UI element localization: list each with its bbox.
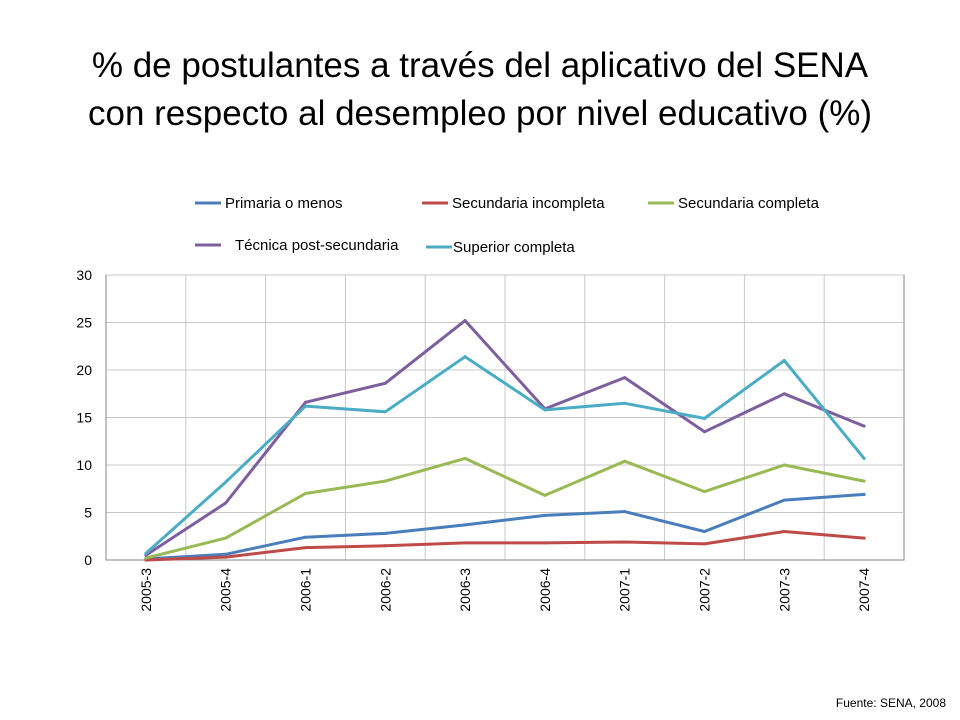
x-tick-label: 2007-3 — [776, 568, 792, 612]
data-point — [862, 424, 866, 428]
legend-entry-4: Técnica post-secundaria — [195, 237, 399, 254]
data-point — [463, 541, 467, 545]
x-axis: 2005-3 2005-4 2006-1 2006-2 2006-3 2006-4 2007… — [106, 559, 904, 612]
x-tick-label: 2007-2 — [697, 568, 713, 612]
legend-label: Secundaria incompleta — [452, 195, 605, 212]
series-line-4 — [144, 319, 866, 557]
data-point — [543, 513, 547, 517]
data-point — [543, 493, 547, 497]
x-tick-label: 2006-1 — [298, 568, 314, 612]
legend-entry-2: Secundaria incompleta — [422, 195, 605, 212]
legend-entry-1: Primaria o menos — [195, 195, 343, 212]
data-point — [703, 430, 706, 434]
y-axis: 0 5 10 15 20 25 30 — [76, 267, 107, 568]
data-point — [623, 401, 627, 405]
grid — [105, 274, 905, 561]
data-point — [304, 404, 307, 408]
data-point — [703, 542, 706, 546]
x-tick-label: 2006-4 — [537, 568, 553, 612]
data-point — [463, 456, 467, 460]
y-tick-label: 0 — [84, 552, 92, 568]
x-tick-label: 2005-4 — [218, 568, 234, 612]
data-point — [383, 381, 387, 385]
x-tick-label: 2006-2 — [377, 568, 393, 612]
chart-title: % de postulantes a través del aplicativo… — [0, 42, 960, 138]
data-point — [782, 498, 786, 502]
legend-entry-3: Secundaria completa — [648, 195, 820, 212]
series-group — [144, 319, 866, 562]
data-point — [862, 536, 866, 540]
series-line-1 — [144, 492, 866, 561]
y-tick-label: 25 — [76, 315, 92, 331]
data-point — [703, 490, 706, 494]
y-tick-label: 15 — [76, 410, 92, 426]
data-point — [463, 355, 467, 359]
data-point — [782, 392, 786, 396]
data-point — [623, 510, 627, 514]
data-point — [144, 551, 148, 555]
data-point — [703, 530, 706, 533]
data-point — [463, 523, 467, 527]
data-point — [304, 492, 307, 495]
data-point — [224, 555, 228, 559]
series-line-2 — [144, 530, 866, 562]
data-point — [862, 479, 866, 483]
data-point — [304, 546, 307, 550]
data-point — [782, 463, 786, 467]
series-line-3 — [144, 456, 866, 560]
x-tick-label: 2005-3 — [138, 568, 154, 612]
data-point — [782, 530, 786, 533]
data-point — [782, 359, 786, 362]
data-point — [383, 410, 387, 414]
data-point — [623, 540, 627, 544]
chart-title-line-2: con respecto al desempleo por nivel educ… — [87, 94, 873, 133]
data-point — [703, 416, 706, 420]
data-point — [224, 536, 228, 540]
data-point — [383, 479, 387, 483]
x-tick-label: 2007-4 — [856, 568, 872, 612]
legend: Primaria o menos Secundaria incompleta Sec… — [195, 195, 820, 256]
data-point — [543, 541, 547, 545]
data-point — [623, 376, 627, 380]
source-note: Fuente: SENA, 2008 — [835, 696, 946, 710]
chart-title-line-1: % de postulantes a través del aplicativo… — [91, 46, 869, 85]
data-point — [304, 400, 307, 404]
data-point — [224, 501, 228, 505]
data-point — [463, 319, 467, 323]
data-point — [543, 408, 547, 412]
y-tick-label: 20 — [76, 362, 92, 378]
data-point — [383, 544, 387, 548]
legend-label: Técnica post-secundaria — [235, 237, 399, 254]
x-tick-label: 2007-1 — [617, 568, 633, 612]
y-tick-label: 10 — [76, 457, 92, 473]
x-tick-label: 2006-3 — [457, 568, 473, 612]
data-point — [304, 535, 307, 539]
data-point — [144, 556, 148, 560]
y-tick-label: 30 — [76, 267, 92, 283]
legend-label: Primaria o menos — [225, 195, 343, 212]
data-point — [862, 456, 866, 460]
data-point — [623, 459, 627, 463]
legend-label: Secundaria completa — [678, 195, 820, 212]
y-tick-label: 5 — [84, 505, 92, 521]
data-point — [224, 480, 228, 484]
legend-label: Superior completa — [453, 239, 575, 256]
data-point — [224, 552, 228, 556]
series-line-5 — [144, 355, 866, 555]
data-point — [383, 531, 387, 535]
data-point — [862, 492, 866, 496]
legend-entry-5: Superior completa — [426, 239, 575, 256]
